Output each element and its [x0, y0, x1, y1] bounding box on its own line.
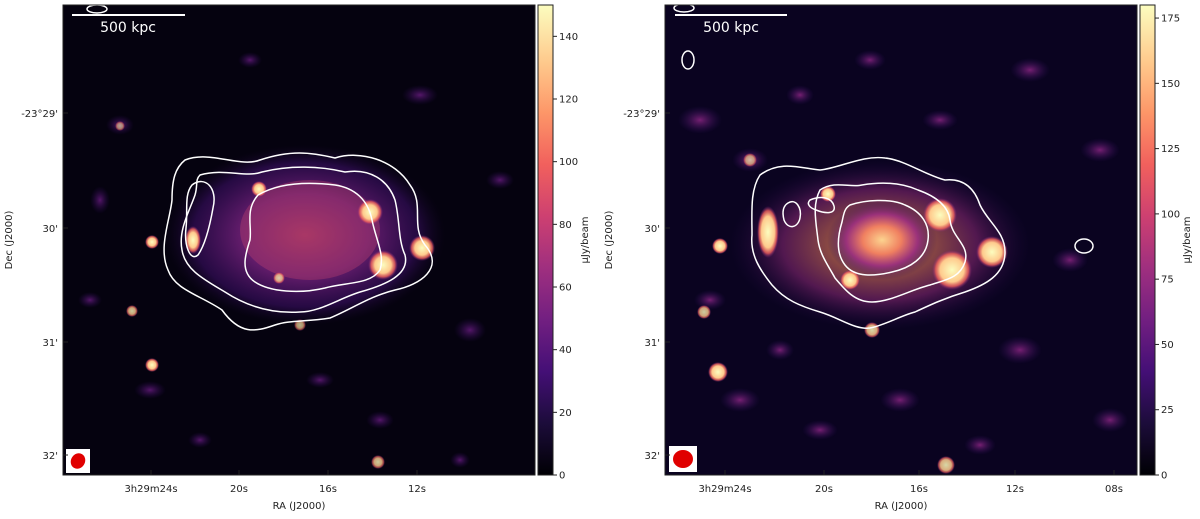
colorbar-tick-label: 125 — [1161, 144, 1180, 155]
compact-sources — [115, 121, 435, 469]
colorbar: 0 25 50 75 100 125 150 175 μJy/beam — [1139, 4, 1193, 482]
colorbar-tick-label: 80 — [559, 220, 572, 231]
left-panel: 500 kpc -23°29' 30' 31' 32' 3h29m24s 20s… — [0, 0, 600, 515]
dec-tick-label: -23°29' — [21, 109, 58, 120]
colorbar-tick-label: 0 — [1161, 471, 1167, 482]
colorbar-tick-label: 100 — [1161, 209, 1180, 220]
ra-tick-label: 12s — [408, 484, 426, 495]
ra-tick-label: 12s — [1006, 484, 1024, 495]
image-frame — [62, 4, 536, 476]
colorbar-tick-label: 60 — [559, 283, 572, 294]
dec-axis-label: Dec (J2000) — [604, 211, 615, 270]
colorbar-label: μJy/beam — [1182, 217, 1193, 264]
ra-tick-label: 3h29m24s — [124, 484, 177, 495]
colorbar-tick-label: 75 — [1161, 275, 1174, 286]
dec-tick-label: 30' — [43, 224, 58, 235]
dec-tick-label: 32' — [43, 451, 58, 462]
dec-tick-label: 31' — [43, 338, 58, 349]
scale-bar: 500 kpc — [675, 14, 787, 36]
radio-image: 500 kpc — [63, 5, 535, 475]
contours — [86, 5, 433, 331]
compact-sources — [697, 153, 1008, 474]
scale-bar-label: 500 kpc — [100, 20, 156, 36]
colorbar-tick-label: 100 — [559, 157, 578, 168]
ra-axis-label: RA (J2000) — [273, 501, 326, 512]
axis-ticks — [665, 112, 1115, 475]
beam-indicator — [669, 446, 697, 472]
ra-tick-label: 08s — [1105, 484, 1123, 495]
radio-image: 500 kpc — [665, 5, 1137, 475]
dec-tick-label: 30' — [645, 224, 660, 235]
scale-bar-label: 500 kpc — [703, 20, 759, 36]
beam-indicator — [66, 449, 90, 473]
colorbar-tick-label: 0 — [559, 471, 565, 482]
colorbar-tick-label: 25 — [1161, 405, 1174, 416]
colorbar: 0 20 40 60 80 100 120 140 μJy/beam — [537, 4, 591, 482]
dec-tick-label: 31' — [645, 338, 660, 349]
right-panel: 500 kpc -23°29' 30' 31' 32' 3h29m24s 20s… — [600, 0, 1200, 515]
ra-tick-label: 20s — [230, 484, 248, 495]
right-figure: 500 kpc -23°29' 30' 31' 32' 3h29m24s 20s… — [604, 4, 1193, 512]
colorbar-tick-label: 50 — [1161, 340, 1174, 351]
colorbar-tick-label: 120 — [559, 95, 578, 106]
ra-axis-label: RA (J2000) — [875, 501, 928, 512]
ra-tick-label: 16s — [910, 484, 928, 495]
left-figure: 500 kpc -23°29' 30' 31' 32' 3h29m24s 20s… — [4, 4, 591, 512]
ra-tick-label: 16s — [319, 484, 337, 495]
contours — [673, 5, 1094, 329]
scale-bar: 500 kpc — [72, 14, 185, 36]
colorbar-tick-label: 175 — [1161, 14, 1180, 25]
image-frame — [664, 4, 1138, 476]
colorbar-tick-label: 150 — [1161, 79, 1180, 90]
dec-tick-label: -23°29' — [623, 109, 660, 120]
ra-tick-label: 20s — [815, 484, 833, 495]
axis-ticks — [63, 112, 418, 475]
colorbar-tick-label: 40 — [559, 345, 572, 356]
dec-axis-label: Dec (J2000) — [4, 211, 15, 270]
dec-tick-label: 32' — [645, 451, 660, 462]
colorbar-tick-label: 20 — [559, 408, 572, 419]
ra-tick-label: 3h29m24s — [698, 484, 751, 495]
colorbar-tick-label: 140 — [559, 32, 578, 43]
colorbar-label: μJy/beam — [580, 217, 591, 264]
